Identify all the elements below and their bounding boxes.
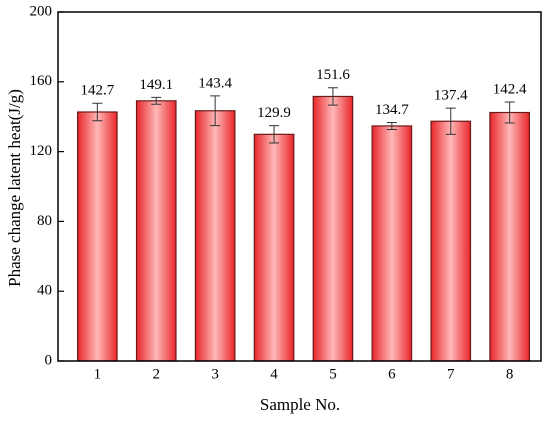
- error-bar: [151, 96, 162, 105]
- x-tick-label: 4: [270, 366, 278, 382]
- y-tick-label: 80: [37, 213, 52, 229]
- y-tick-label: 120: [30, 143, 53, 159]
- y-tick-label: 160: [30, 73, 53, 89]
- value-label: 142.4: [493, 81, 527, 97]
- error-bar: [445, 107, 456, 135]
- x-tick-label: 1: [94, 366, 102, 382]
- y-axis-title: Phase change latent heat(J/g): [5, 89, 24, 287]
- x-tick-label: 3: [211, 366, 219, 382]
- bar: [253, 133, 295, 362]
- y-tick-label: 40: [37, 283, 52, 299]
- y-tick-label: 200: [30, 3, 53, 19]
- x-tick-label: 7: [447, 366, 455, 382]
- value-label: 149.1: [139, 77, 173, 93]
- bar: [489, 111, 530, 362]
- x-tick-label: 2: [152, 366, 160, 382]
- error-bar: [210, 95, 221, 127]
- error-bar: [269, 125, 280, 144]
- bar: [371, 125, 413, 362]
- y-tick-label: 0: [45, 352, 53, 368]
- value-label: 142.7: [80, 83, 114, 99]
- plot-frame: [57, 11, 542, 362]
- x-tick-label: 5: [329, 366, 337, 382]
- bar: [135, 100, 177, 362]
- value-label: 137.4: [434, 88, 468, 104]
- value-label: 151.6: [316, 67, 350, 83]
- error-bar: [504, 101, 515, 124]
- error-bar: [327, 87, 338, 106]
- value-label: 129.9: [257, 105, 291, 121]
- x-axis-title: Sample No.: [260, 395, 340, 414]
- bar: [312, 95, 354, 362]
- x-tick-label: 8: [506, 366, 514, 382]
- value-label: 134.7: [375, 102, 409, 118]
- value-label: 143.4: [198, 75, 232, 91]
- x-tick-label: 6: [388, 366, 396, 382]
- error-bar: [92, 102, 103, 122]
- bar: [430, 120, 472, 362]
- bar: [77, 111, 118, 362]
- error-bar: [386, 121, 397, 130]
- bar: [194, 110, 236, 362]
